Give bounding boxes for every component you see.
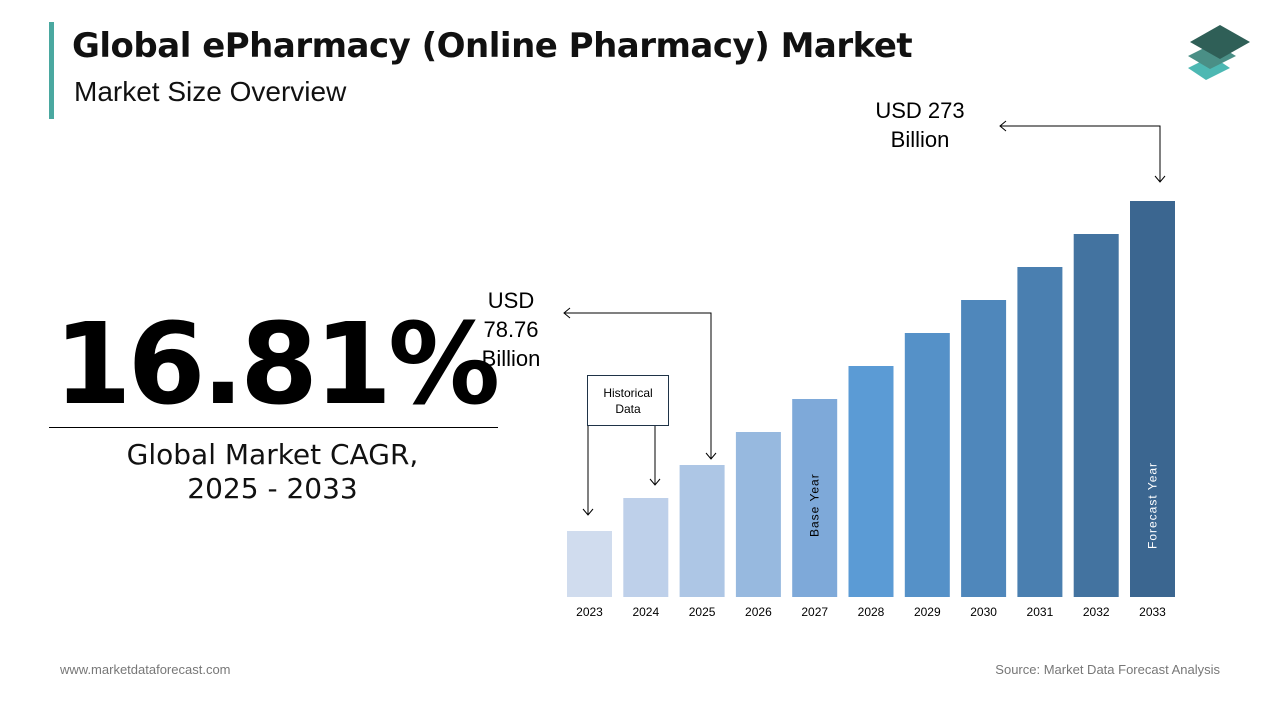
annotation-line: USD 273 xyxy=(875,98,965,123)
title-accent-bar xyxy=(49,22,54,119)
bar-2033 xyxy=(1130,201,1175,597)
bar-2026 xyxy=(735,432,781,597)
x-tick-label: 2027 xyxy=(801,605,828,619)
annotation-2025: USD 78.76 Billion xyxy=(470,286,552,373)
bar-2025 xyxy=(679,465,725,597)
annotation-line: 78.76 xyxy=(483,317,539,342)
cagr-label-line: Global Market CAGR, xyxy=(126,438,419,471)
bar-2029 xyxy=(904,333,950,597)
annotation-line: Billion xyxy=(481,346,541,371)
x-tick-label: 2032 xyxy=(1083,605,1110,619)
x-tick-label: 2033 xyxy=(1139,605,1166,619)
bar-label-2027: Base Year xyxy=(808,473,822,537)
bar-2031 xyxy=(1017,267,1063,597)
historical-label: Historical xyxy=(603,386,653,400)
annotation-arrows xyxy=(563,120,1166,516)
bar-2032 xyxy=(1073,234,1119,597)
x-tick-label: 2023 xyxy=(576,605,603,619)
logo-icon xyxy=(1188,25,1250,80)
page-subtitle: Market Size Overview xyxy=(74,76,347,107)
x-tick-label: 2024 xyxy=(632,605,659,619)
x-tick-label: 2029 xyxy=(914,605,941,619)
website-link[interactable]: www.marketdataforecast.com xyxy=(60,662,231,677)
cagr-label-line: 2025 - 2033 xyxy=(187,472,358,505)
arrow-2025 xyxy=(564,312,712,459)
arrow-2033 xyxy=(1000,125,1161,182)
historical-label: Data xyxy=(615,402,641,416)
annotation-2033: USD 273 Billion xyxy=(860,96,980,154)
historical-data-box: Historical Data xyxy=(587,375,669,426)
page-title: Global ePharmacy (Online Pharmacy) Marke… xyxy=(72,26,913,66)
cagr-label: Global Market CAGR, 2025 - 2033 xyxy=(50,438,495,506)
bar-2030 xyxy=(961,300,1007,597)
x-tick-label: 2031 xyxy=(1027,605,1054,619)
annotation-line: USD xyxy=(487,288,535,313)
cagr-value: 16.81% xyxy=(53,300,500,430)
source-note: Source: Market Data Forecast Analysis xyxy=(995,662,1220,677)
x-tick-label: 2026 xyxy=(745,605,772,619)
bar-2028 xyxy=(848,366,894,597)
annotation-line: Billion xyxy=(890,127,950,152)
bar-label-2033: Forecast Year xyxy=(1146,462,1160,549)
x-tick-label: 2025 xyxy=(689,605,716,619)
x-tick-label: 2028 xyxy=(858,605,885,619)
x-tick-label: 2030 xyxy=(970,605,997,619)
bar-2023 xyxy=(567,531,612,597)
bar-2027 xyxy=(792,399,838,597)
divider xyxy=(49,427,498,428)
bar-2024 xyxy=(623,498,669,597)
